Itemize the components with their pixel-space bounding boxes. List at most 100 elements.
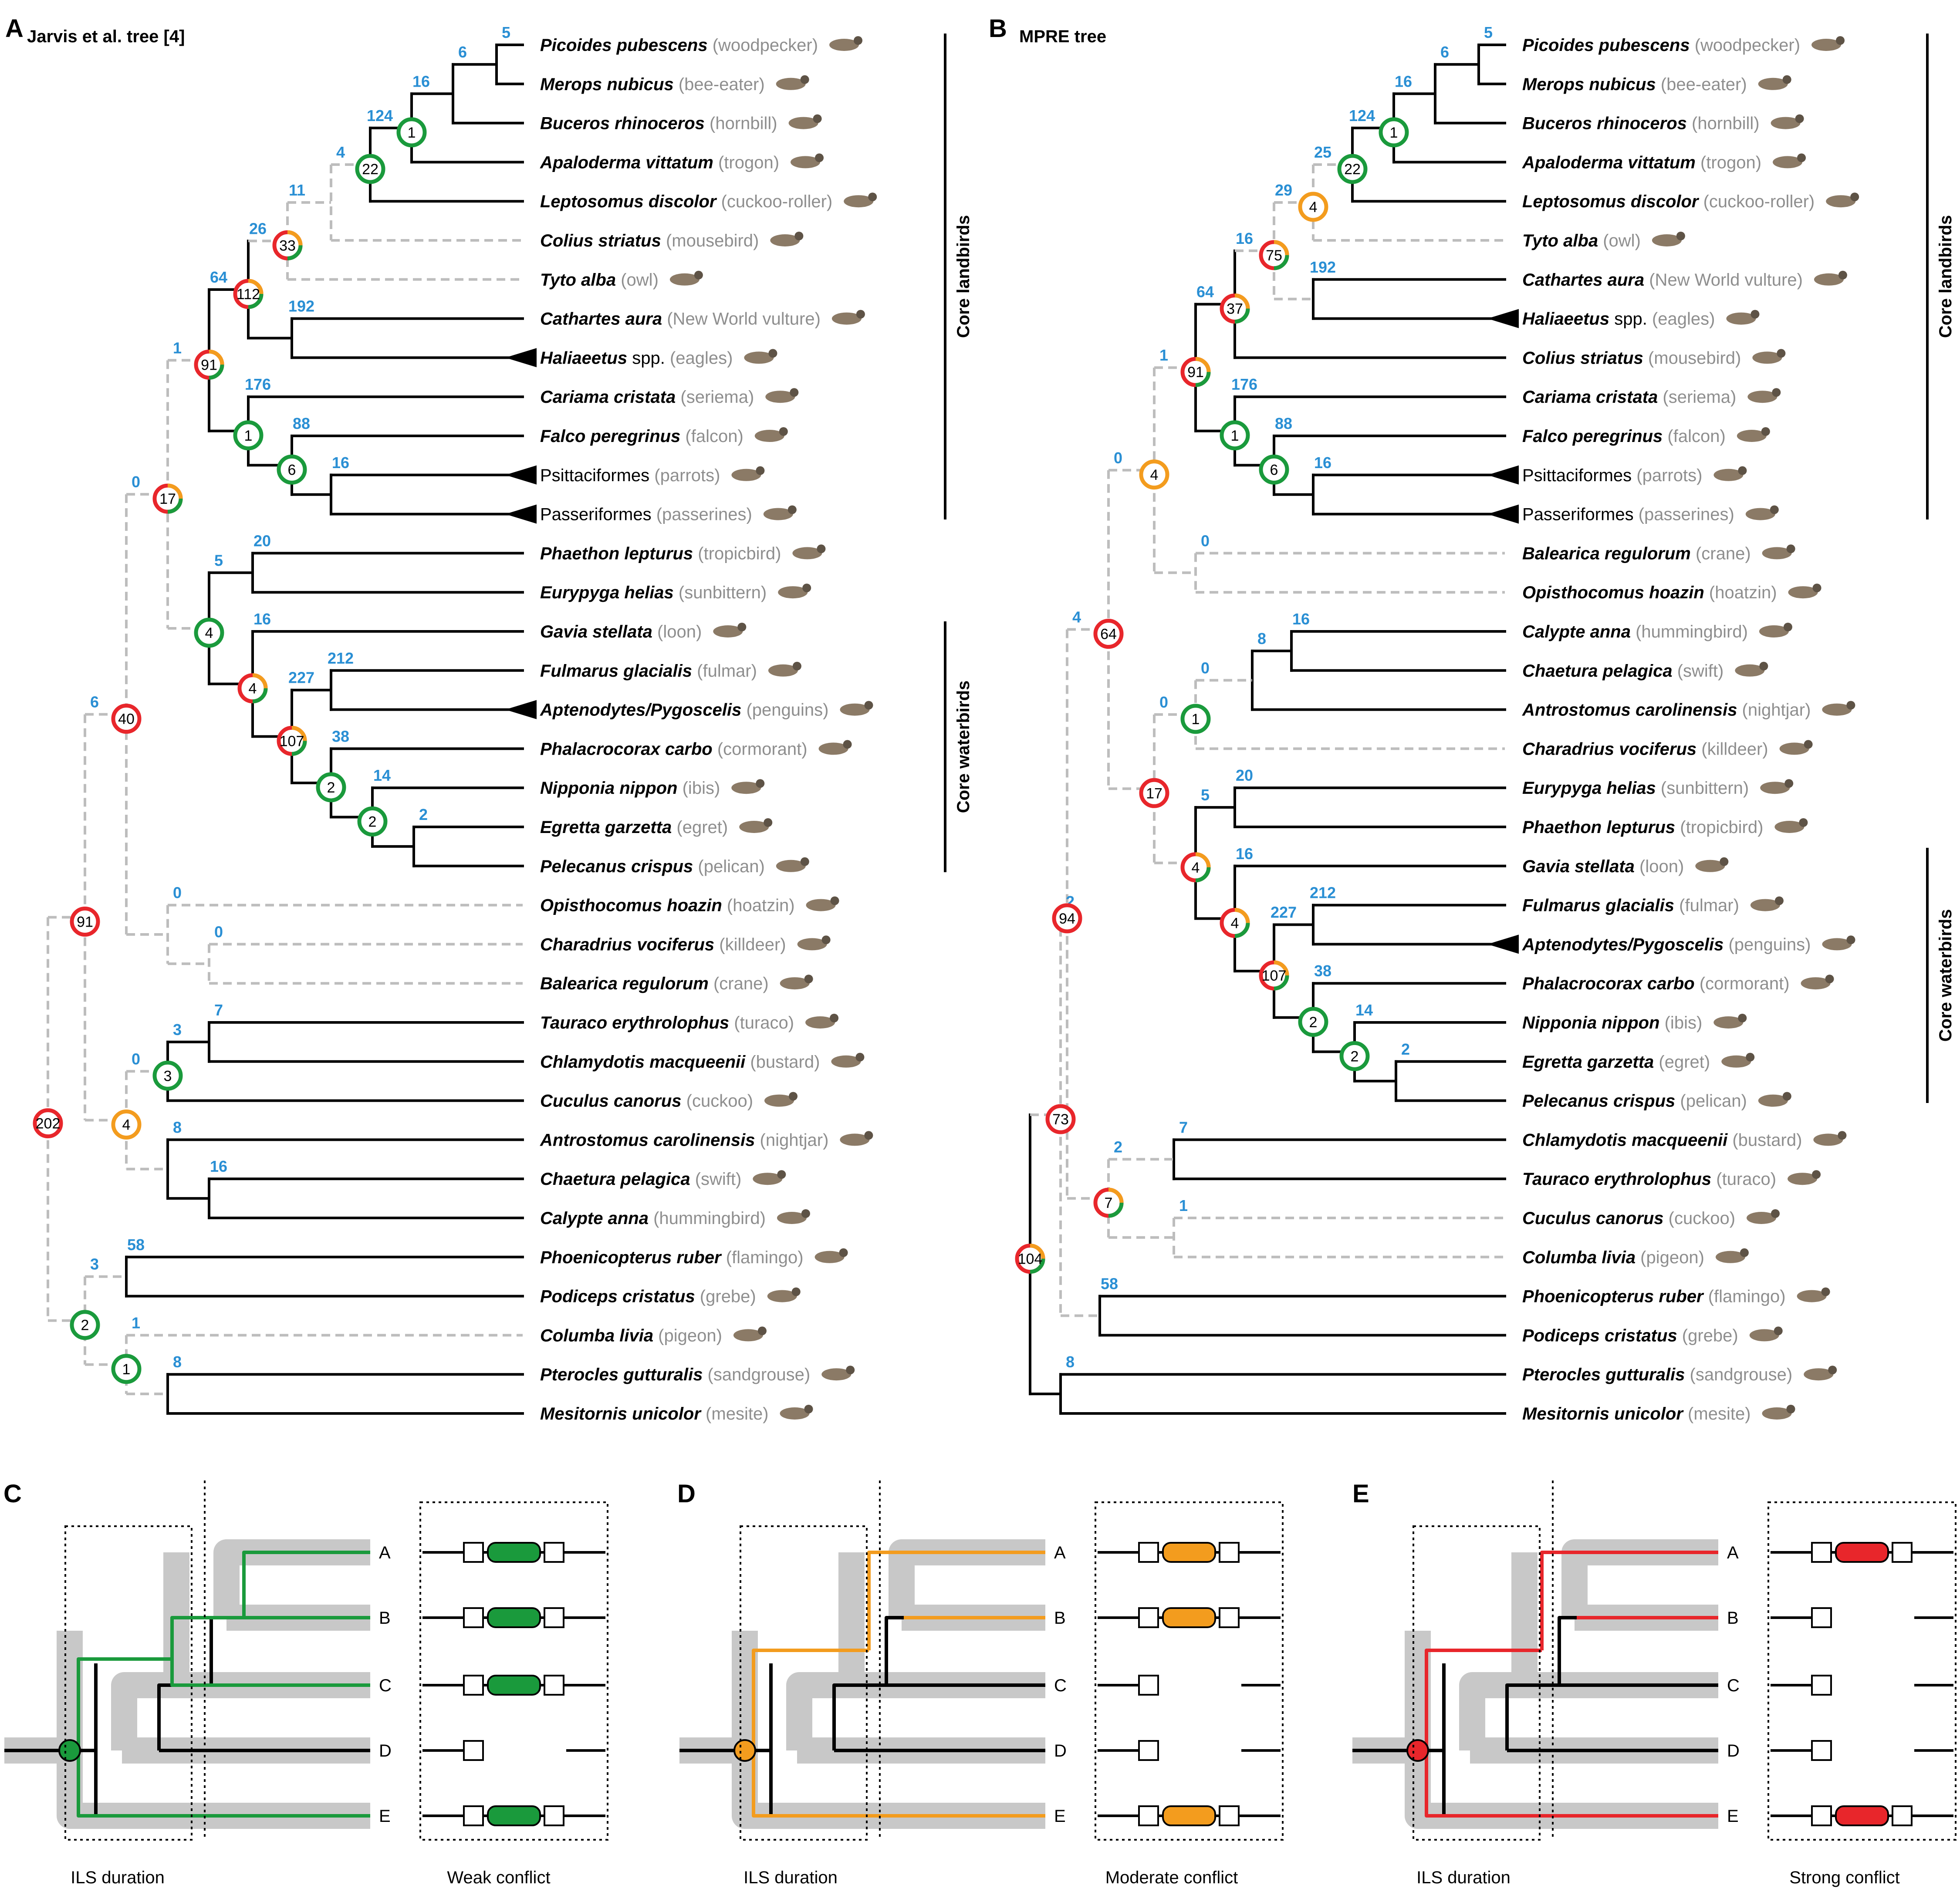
tree-a-branch-count: 6: [90, 693, 99, 711]
schematic-panels: A B C D E A B C D E A B C D E: [4, 1481, 1957, 1841]
panel-e-ils-node: [1406, 1739, 1429, 1762]
panel-c-seq-block: [544, 1607, 564, 1628]
tree-a-conflict-ring: [396, 117, 427, 148]
panel-e-seq-block: [1811, 1542, 1832, 1563]
tree-b-bird-head: [1782, 1092, 1791, 1101]
tree-a-bird-head: [839, 1248, 848, 1257]
panel-e-alignment-box: [1767, 1501, 1957, 1841]
panel-d-seq-block: [1138, 1675, 1159, 1696]
tree-a-bird-head: [791, 1287, 801, 1296]
tree-b-conflict-count: 2: [1351, 1048, 1359, 1065]
tree-a-bird-icon: [776, 860, 806, 872]
tree-a-bird-icon: [763, 508, 793, 520]
tree-b-conflict-count: 7: [1105, 1195, 1113, 1211]
tree-a-bird-head: [756, 779, 765, 788]
tree-a-conflict-count: 2: [327, 779, 335, 796]
tree-a-branch-count: 0: [214, 923, 223, 941]
tree-b-branch-count: 64: [1196, 283, 1214, 301]
panel-a-letter: A: [5, 14, 24, 43]
tree-b-bird-head: [1786, 1405, 1795, 1413]
tree-b-bird-head: [1784, 779, 1794, 788]
panel-d-conflicting-gene-tree: [752, 1551, 1045, 1818]
panel-c-letter: C: [3, 1480, 22, 1508]
tree-b-bird-head: [1771, 1209, 1780, 1218]
tree-a-conflict-ring: [316, 772, 346, 803]
panel-e-conflicting-gene-tree: [1425, 1551, 1718, 1818]
tree-a-conflict-ring: [355, 154, 385, 184]
tree-b-conflict-count: 107: [1262, 968, 1287, 984]
tree-b-conflict-ring-seg: [1274, 255, 1289, 270]
tree-a-collapsed-clade: [505, 465, 537, 485]
tree-a-branch-count: 16: [253, 610, 271, 628]
waterbirds-label-a: Core waterbirds: [954, 681, 973, 813]
tree-a-bird-head: [787, 505, 797, 514]
tree-a-conflict-ring-seg: [248, 293, 264, 309]
tree-a-bird-icon: [753, 1173, 783, 1185]
tree-a-taxon: Podiceps cristatus (grebe): [540, 1287, 756, 1306]
tree-a-conflict-ring: [33, 1108, 63, 1139]
tree-b-conflict-ring-seg: [1108, 1187, 1124, 1203]
panel-d-seq-block: [1138, 1805, 1159, 1826]
tree-b-conflict-ring-seg: [1274, 975, 1289, 991]
tree-b-conflict-count: 64: [1100, 626, 1117, 643]
landbirds-label-b: Core landbirds: [1936, 215, 1955, 338]
tree-a-conflict-count: 1: [122, 1361, 131, 1378]
panel-c-leaf-label: B: [379, 1609, 391, 1628]
tree-b-bird-icon: [1713, 1016, 1744, 1029]
panel-c-seq-block: [463, 1740, 484, 1761]
tree-a-branch-count: 1: [132, 1314, 140, 1332]
tree-a-branch-count: 227: [288, 669, 314, 687]
tree-a-bird-icon: [791, 156, 821, 169]
tree-a-taxon: Psittaciformes (parrots): [540, 466, 720, 485]
tree-a-bird-head: [756, 466, 765, 475]
tree-a-conflict-count: 4: [249, 681, 257, 697]
tree-b-branch-count: 25: [1314, 143, 1331, 161]
tree-a-bird-head: [864, 1131, 873, 1140]
panel-c-duration: ILS duration: [71, 1868, 165, 1887]
tree-b-conflict-ring-seg: [1195, 852, 1211, 868]
tree-a-branch-count: 58: [127, 1236, 145, 1254]
panel-e-leaf-label: B: [1727, 1609, 1739, 1628]
tree-b-taxon: Leptosomus discolor (cuckoo-roller): [1522, 192, 1815, 211]
tree-a-branch-count: 5: [502, 24, 510, 41]
tree-b-taxon: Opisthocomus hoazin (hoatzin): [1522, 583, 1777, 602]
tree-a-bird-icon: [767, 1290, 797, 1302]
tree-a-conflict-ring-seg: [209, 349, 224, 365]
panel-a-title: Jarvis et al. tree [4]: [27, 27, 185, 46]
panel-d-seq-block: [1219, 1805, 1240, 1826]
panel-c-leaf-label: D: [379, 1741, 392, 1760]
tree-b-taxon: Phoenicopterus ruber (flamingo): [1522, 1287, 1786, 1306]
panel-d-conflict: Moderate conflict: [1105, 1868, 1238, 1887]
tree-b-branch-count: 212: [1310, 884, 1336, 902]
tree-a-bird-head: [854, 36, 863, 45]
panel-e-seq-block: [1892, 1542, 1913, 1563]
tree-b-conflict-ring-seg: [1234, 308, 1250, 324]
tree-b-bird-head: [1799, 818, 1808, 827]
tree-a-bird-head: [757, 1326, 767, 1336]
tree-a-bird-icon: [829, 39, 859, 51]
tree-b-bird-head: [1761, 427, 1770, 436]
tree-a-conflict-count: 4: [205, 625, 213, 641]
tree-b-taxon: Columba livia (pigeon): [1522, 1248, 1704, 1267]
tree-a-branch-count: 1: [173, 339, 182, 357]
tree-b-taxon: Antrostomus carolinensis (nightjar): [1522, 701, 1811, 720]
panel-c-seq-block: [544, 1805, 564, 1826]
tree-b-taxon: Passeriformes (passerines): [1522, 505, 1734, 524]
tree-a-collapsed-clade: [505, 504, 537, 524]
tree-a-bird-icon: [768, 664, 798, 677]
tree-a-conflict-count: 6: [288, 462, 296, 478]
tree-b-taxon: Mesitornis unicolor (mesite): [1522, 1404, 1751, 1423]
tree-a-bird-head: [830, 1014, 839, 1022]
tree-a-branch-count: 176: [245, 375, 271, 393]
tree-b-branch-count: 38: [1314, 962, 1331, 980]
tree-a-bird-icon: [821, 1368, 852, 1381]
tree-a-taxon: Eurypyga helias (sunbittern): [540, 583, 767, 602]
panel-e-leaf-label: D: [1727, 1741, 1740, 1760]
tree-b-taxon: Tyto alba (owl): [1522, 231, 1641, 250]
tree-a-conflict-ring: [357, 806, 388, 837]
tree-b-branch-count: 7: [1179, 1118, 1188, 1136]
tree-a-taxon: Balearica regulorum (crane): [540, 974, 769, 993]
tree-a-bird-icon: [778, 586, 808, 599]
tree-b-taxon: Picoides pubescens (woodpecker): [1522, 36, 1800, 55]
tree-a-branch-count: 88: [293, 415, 310, 432]
